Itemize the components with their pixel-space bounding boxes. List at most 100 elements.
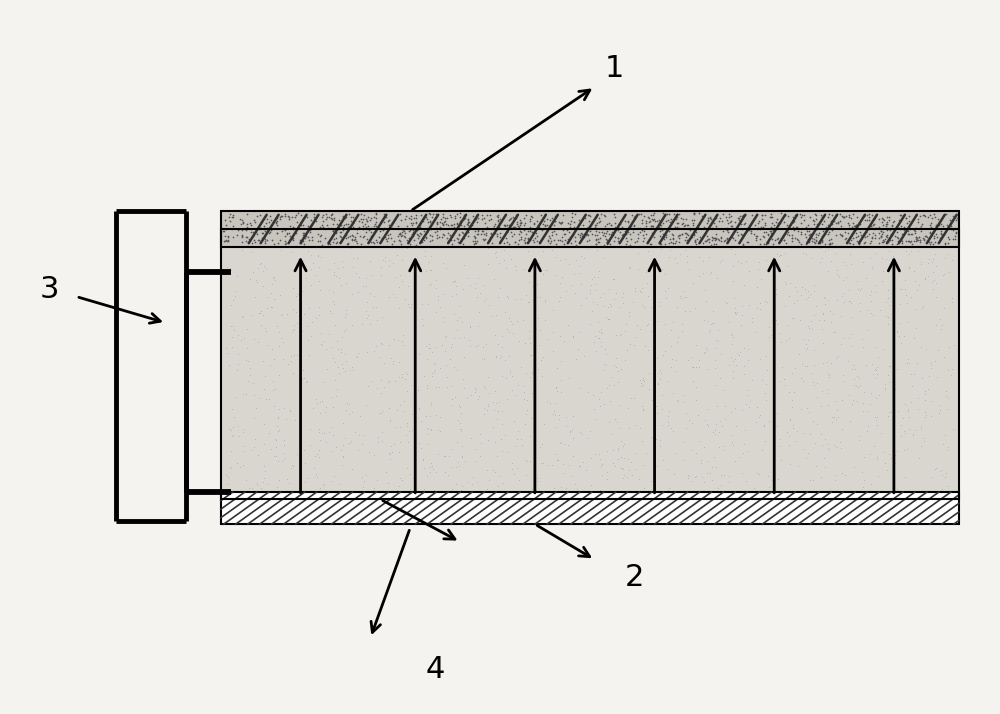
Point	[655, 228, 671, 239]
Point	[562, 426, 578, 437]
Point	[530, 313, 546, 324]
Point	[523, 211, 539, 222]
Point	[325, 226, 341, 237]
Point	[852, 379, 868, 391]
Point	[283, 462, 299, 473]
Point	[940, 393, 956, 404]
Point	[764, 233, 780, 245]
Point	[803, 316, 819, 327]
Point	[817, 246, 833, 257]
Point	[339, 238, 355, 250]
Point	[307, 213, 323, 224]
Point	[345, 221, 361, 233]
Point	[490, 338, 506, 349]
Point	[313, 338, 329, 349]
Point	[522, 223, 538, 235]
Point	[911, 231, 927, 243]
Point	[326, 266, 342, 278]
Point	[451, 461, 467, 472]
Point	[392, 236, 408, 247]
Point	[291, 283, 307, 294]
Point	[907, 276, 923, 287]
Point	[891, 222, 907, 233]
Point	[812, 243, 828, 254]
Point	[661, 222, 677, 233]
Point	[709, 272, 725, 283]
Point	[444, 219, 460, 231]
Point	[820, 219, 836, 231]
Point	[699, 467, 715, 478]
Point	[470, 320, 486, 331]
Point	[771, 251, 787, 262]
Point	[604, 371, 620, 383]
Point	[731, 350, 747, 361]
Point	[696, 441, 712, 453]
Point	[253, 257, 269, 268]
Point	[829, 405, 845, 416]
Point	[928, 277, 944, 288]
Point	[358, 281, 374, 292]
Point	[608, 361, 624, 372]
Point	[580, 243, 596, 255]
Point	[808, 221, 824, 233]
Point	[616, 452, 632, 463]
Point	[554, 485, 570, 496]
Point	[360, 211, 376, 223]
Point	[943, 369, 959, 381]
Point	[444, 238, 460, 250]
Point	[259, 478, 275, 489]
Point	[515, 314, 531, 326]
Point	[282, 404, 298, 416]
Point	[714, 254, 730, 266]
Point	[218, 343, 234, 354]
Point	[605, 457, 621, 468]
Point	[632, 285, 648, 296]
Point	[225, 294, 241, 306]
Point	[867, 229, 883, 241]
Point	[495, 477, 511, 488]
Point	[606, 379, 622, 391]
Point	[778, 228, 794, 240]
Point	[913, 236, 929, 248]
Point	[267, 433, 283, 444]
Point	[335, 261, 351, 273]
Point	[344, 361, 360, 373]
Point	[873, 231, 889, 242]
Point	[869, 411, 885, 423]
Point	[490, 213, 506, 225]
Point	[881, 376, 897, 388]
Point	[520, 245, 536, 256]
Point	[470, 339, 486, 351]
Point	[861, 211, 877, 223]
Point	[469, 238, 485, 249]
Point	[786, 216, 802, 227]
Point	[487, 386, 503, 397]
Point	[562, 221, 578, 232]
Point	[389, 234, 405, 246]
Point	[937, 471, 953, 483]
Point	[848, 219, 864, 231]
Point	[784, 229, 800, 241]
Point	[383, 352, 399, 363]
Point	[688, 226, 704, 237]
Point	[793, 372, 809, 383]
Point	[738, 226, 754, 238]
Point	[621, 310, 637, 321]
Point	[576, 228, 592, 240]
Point	[430, 448, 446, 459]
Point	[936, 302, 952, 313]
Point	[736, 368, 752, 379]
Point	[523, 349, 539, 361]
Point	[365, 301, 381, 313]
Point	[510, 426, 526, 437]
Point	[232, 461, 248, 473]
Point	[402, 468, 418, 480]
Point	[261, 217, 277, 228]
Point	[321, 211, 337, 223]
Point	[739, 236, 755, 248]
Point	[516, 225, 532, 236]
Point	[742, 396, 758, 407]
Point	[737, 424, 753, 436]
Point	[678, 231, 694, 243]
Point	[904, 228, 920, 239]
